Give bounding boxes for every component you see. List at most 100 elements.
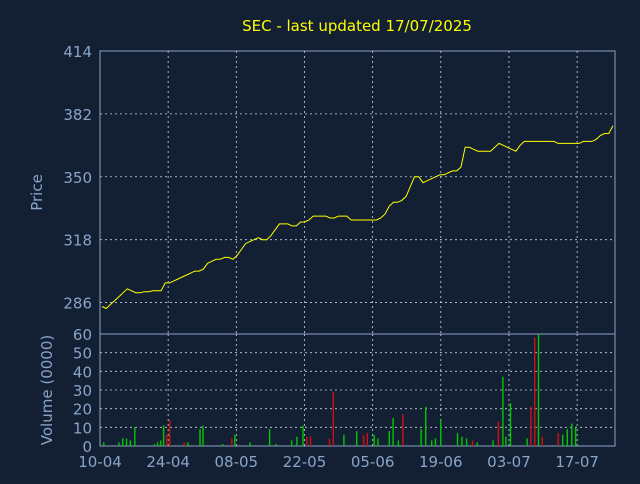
volume-bar <box>153 444 156 446</box>
volume-bar <box>332 391 334 446</box>
volume-bar <box>118 442 120 446</box>
volume-bar <box>156 442 159 446</box>
volume-bar <box>328 438 331 446</box>
volume-bar <box>497 421 500 446</box>
volume-bar <box>343 434 345 446</box>
volume-bar <box>574 427 577 446</box>
volume-bar <box>231 438 233 446</box>
volume-bar <box>125 438 128 446</box>
volume-bar <box>183 442 185 446</box>
volume-bar <box>526 438 528 446</box>
volume-bar <box>476 442 478 446</box>
volume-bar <box>377 438 379 446</box>
volume-tick-label: 0 <box>82 438 92 456</box>
volume-axis-label: Volume (0000) <box>38 335 56 445</box>
date-tick-label: 24-04 <box>146 453 190 471</box>
volume-bar <box>388 431 390 446</box>
volume-bar <box>373 434 375 446</box>
volume-bar <box>440 419 442 446</box>
volume-bar <box>571 423 573 446</box>
volume-bar <box>534 337 536 446</box>
price-plot-frame <box>99 50 616 335</box>
volume-bar <box>309 436 312 446</box>
price-tick-label: 318 <box>63 232 92 250</box>
volume-bar <box>562 434 564 446</box>
volume-bar <box>557 432 559 446</box>
volume-bar <box>402 414 404 446</box>
volume-bar <box>502 376 504 446</box>
volume-bar <box>249 442 251 446</box>
volume-bar <box>199 429 201 446</box>
volume-bar <box>103 442 105 446</box>
volume-bar <box>165 434 168 446</box>
volume-tick-label: 30 <box>73 382 92 400</box>
volume-bar <box>302 425 304 446</box>
volume-bar <box>509 403 512 446</box>
volume-bar <box>425 406 427 446</box>
volume-bar <box>290 440 293 446</box>
volume-bar <box>129 440 131 446</box>
price-gridlines <box>100 51 615 334</box>
volume-tick-label: 50 <box>73 345 92 363</box>
volume-bar <box>461 436 463 446</box>
volume-tick-label: 10 <box>73 419 92 437</box>
volume-bar <box>187 442 189 446</box>
volume-bar <box>122 438 124 446</box>
volume-bar <box>169 419 171 446</box>
volume-bar <box>456 432 459 446</box>
volume-bar <box>134 427 136 446</box>
date-tick-label: 17-07 <box>555 453 599 471</box>
volume-bar <box>234 434 236 446</box>
volume-bars <box>103 334 577 446</box>
volume-tick-label: 60 <box>73 326 92 344</box>
date-tick-label: 05-06 <box>351 453 395 471</box>
price-tick-label: 286 <box>63 295 92 313</box>
price-tick-label: 414 <box>63 43 92 61</box>
date-tick-label: 03-07 <box>487 453 531 471</box>
volume-bar <box>471 440 474 446</box>
volume-bar <box>202 425 204 446</box>
volume-bar <box>492 440 494 446</box>
volume-bar <box>420 429 422 446</box>
volume-tick-label: 40 <box>73 363 92 381</box>
volume-bar <box>397 440 400 446</box>
date-tick-label: 22-05 <box>283 453 327 471</box>
volume-bar <box>541 436 543 446</box>
date-tick-label: 10-04 <box>78 453 122 471</box>
volume-bar <box>356 431 358 446</box>
volume-bar <box>296 436 298 446</box>
price-series-line <box>101 125 614 310</box>
volume-bar <box>537 334 540 446</box>
volume-bar <box>465 438 468 446</box>
date-tick-label: 19-06 <box>419 453 463 471</box>
volume-bar <box>306 436 308 446</box>
volume-bar <box>162 425 165 446</box>
date-x-ticks: 10-04 24-04 08-05 22-05 05-06 19-06 03-07 17-07 <box>78 453 599 471</box>
volume-bar <box>275 444 277 446</box>
volume-bar <box>222 444 224 446</box>
volume-bar <box>159 440 162 446</box>
price-y-ticks: 286 318 350 382 414 <box>63 43 92 313</box>
volume-bar <box>566 429 568 446</box>
volume-bar <box>505 436 507 446</box>
volume-tick-label: 20 <box>73 401 92 419</box>
volume-bar <box>431 440 433 446</box>
price-tick-label: 382 <box>63 106 92 124</box>
volume-bar <box>392 418 394 446</box>
volume-bar <box>530 406 532 446</box>
price-axis-label: Price <box>28 174 46 211</box>
volume-gridlines <box>100 334 615 446</box>
volume-bar <box>434 438 437 446</box>
date-tick-label: 08-05 <box>215 453 259 471</box>
chart-title: SEC - last updated 17/07/2025 <box>242 17 472 35</box>
price-panel: 286 318 350 382 414 Price <box>28 43 616 335</box>
volume-bar <box>362 434 365 446</box>
price-tick-label: 350 <box>63 169 92 187</box>
volume-bar <box>366 432 368 446</box>
volume-bar <box>268 429 271 446</box>
volume-plot-frame <box>99 333 616 447</box>
